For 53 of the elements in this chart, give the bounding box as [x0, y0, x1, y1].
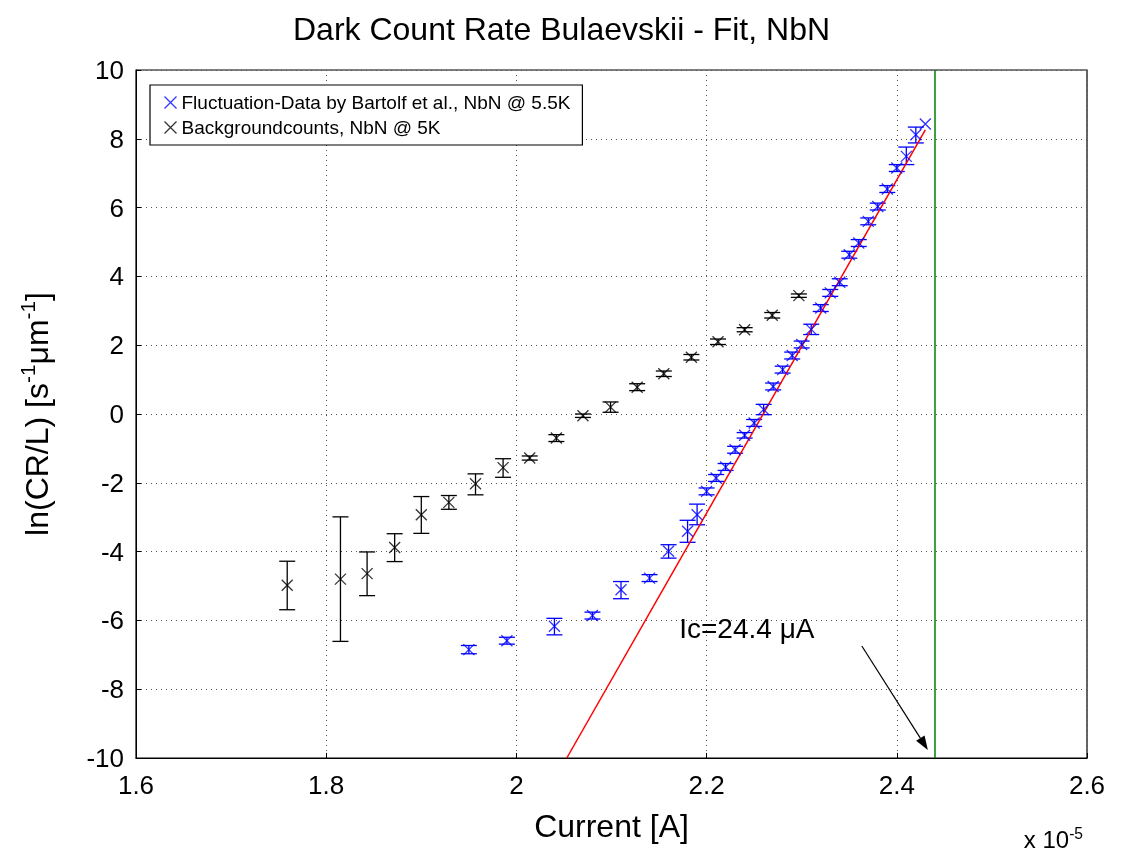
- x-tick-label: 1.6: [117, 770, 155, 800]
- point: [690, 508, 704, 521]
- point: [795, 338, 808, 351]
- y-tick-label: 4: [109, 261, 124, 292]
- point: [871, 200, 884, 213]
- point: [631, 381, 644, 394]
- y-axis-title: ln(CR/L) [s-1μm-1]: [16, 292, 55, 536]
- point: [862, 215, 875, 228]
- point: [843, 248, 856, 261]
- y-tick-label: -4: [100, 536, 124, 567]
- y-tick-label: -10: [86, 743, 124, 773]
- point: [767, 380, 780, 393]
- point: [360, 567, 374, 580]
- y-tick-label: 8: [109, 123, 124, 154]
- point: [523, 451, 536, 465]
- y-tick-label: 10: [95, 55, 124, 85]
- x-tick-label: 1.8: [308, 770, 345, 800]
- point: [415, 508, 428, 521]
- point: [792, 289, 805, 302]
- y-tick-label: 2: [109, 330, 124, 361]
- point: [919, 117, 932, 131]
- point: [738, 429, 751, 442]
- y-tick-label: -8: [100, 674, 124, 705]
- point: [334, 572, 347, 586]
- point: [766, 309, 779, 322]
- point: [685, 351, 698, 364]
- point: [786, 349, 799, 362]
- x-tick-label: 2.4: [878, 770, 915, 800]
- point: [614, 583, 628, 596]
- y-tick-label: 6: [109, 192, 124, 223]
- point: [576, 409, 590, 422]
- point: [388, 541, 401, 554]
- annotation: Ic=24.4 μA: [679, 612, 815, 644]
- chart-title: Dark Count Rate Bulaevskii - Fit, NbN: [292, 11, 831, 47]
- y-tick-label: -6: [100, 605, 124, 636]
- x-axis-title: Current [A]: [534, 808, 689, 844]
- x-tick-label: 2.2: [688, 770, 725, 800]
- point: [586, 609, 599, 622]
- point: [469, 477, 482, 490]
- point: [824, 286, 837, 300]
- point: [711, 335, 725, 348]
- legend-label: Fluctuation-Data by Bartolf et al., NbN @ 5.5K: [181, 92, 571, 113]
- x-tick-label: 2.6: [1068, 770, 1106, 800]
- point: [700, 485, 713, 498]
- point: [496, 461, 510, 474]
- point: [738, 323, 751, 336]
- point: [657, 367, 670, 380]
- y-tick-label: 0: [109, 399, 124, 429]
- y-tick-label: -2: [100, 467, 124, 498]
- point: [681, 525, 694, 538]
- legend-label: Backgroundcounts, NbN @ 5K: [181, 117, 441, 138]
- x-tick-label: 2: [509, 770, 524, 800]
- point: [281, 579, 294, 592]
